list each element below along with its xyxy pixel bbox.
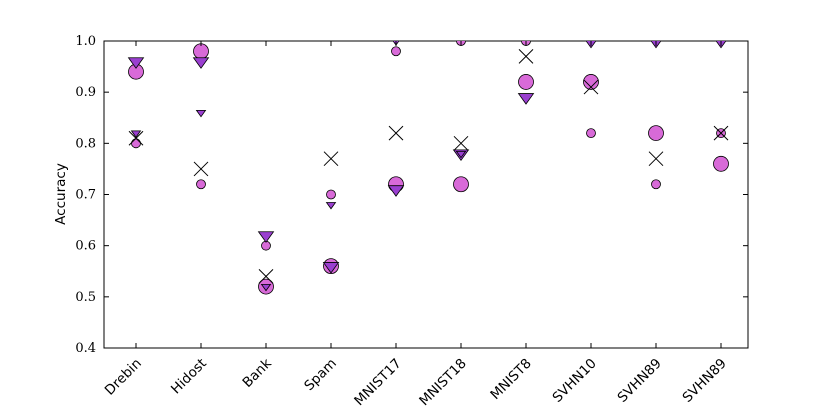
cross-marker (388, 125, 404, 141)
small-circle-marker (586, 128, 596, 139)
x-tick-label: SVHN89 (614, 356, 664, 406)
cross-marker (518, 48, 534, 64)
small-circle-marker (651, 179, 661, 190)
large-triangle-marker (517, 93, 535, 105)
x-tick-label: Bank (240, 355, 275, 390)
small-circle-marker (131, 138, 141, 149)
large-circle-marker (583, 74, 599, 90)
x-tick-label: Drebin (102, 356, 145, 399)
x-axis-ticks: Drebin Hidost Bank Spam MNIST17 MNIST18 MNIST8… (102, 41, 730, 409)
large-circle-marker (648, 125, 664, 142)
small-circle-marker (196, 179, 206, 190)
cross-marker (713, 125, 729, 141)
cross-marker (258, 269, 274, 284)
small-triangle-marker (260, 283, 272, 292)
y-tick-label: 1.0 (75, 34, 96, 49)
small-triangle-marker (195, 110, 207, 118)
large-triangle-marker (387, 185, 405, 197)
small-triangle-marker (455, 150, 467, 159)
large-triangle-marker (257, 231, 275, 243)
y-tick-label: 0.7 (75, 188, 96, 203)
y-tick-label: 0.6 (75, 239, 96, 254)
plot-area (103, 40, 749, 349)
y-tick-label: 0.9 (75, 85, 96, 100)
large-triangle-marker (127, 57, 145, 69)
x-tick-label: SVHN10 (549, 356, 599, 406)
small-circle-marker (326, 189, 336, 200)
y-axis-label: Accuracy (53, 163, 69, 225)
cross-marker (193, 161, 209, 177)
large-circle-marker (518, 74, 534, 90)
large-circle-marker (453, 176, 469, 193)
cross-marker (648, 151, 664, 167)
x-tick-label: MNIST17 (351, 356, 405, 410)
y-tick-label: 0.8 (75, 136, 96, 151)
x-tick-label: SVHN89 (679, 356, 729, 406)
small-triangle-marker (130, 130, 142, 138)
x-tick-label: MNIST8 (487, 356, 534, 403)
plot-frame (103, 40, 749, 349)
x-tick-label: Spam (301, 356, 340, 395)
cross-marker (453, 135, 469, 151)
x-tick-label: Hidost (168, 356, 210, 398)
cross-marker (323, 151, 339, 167)
y-axis-ticks: 0.4 0.5 0.6 0.7 0.8 0.9 1.0 (75, 34, 748, 356)
large-circle-marker (713, 155, 729, 172)
x-tick-label: MNIST18 (416, 356, 470, 410)
y-tick-label: 0.4 (75, 341, 96, 356)
large-triangle-marker (322, 262, 340, 274)
small-triangle-marker (325, 202, 337, 210)
cross-marker (128, 130, 144, 146)
small-circle-marker (391, 46, 401, 57)
cross-marker (583, 79, 599, 95)
data-marks (127, 41, 729, 295)
large-triangle-marker (192, 57, 210, 69)
y-tick-label: 0.5 (75, 290, 96, 305)
